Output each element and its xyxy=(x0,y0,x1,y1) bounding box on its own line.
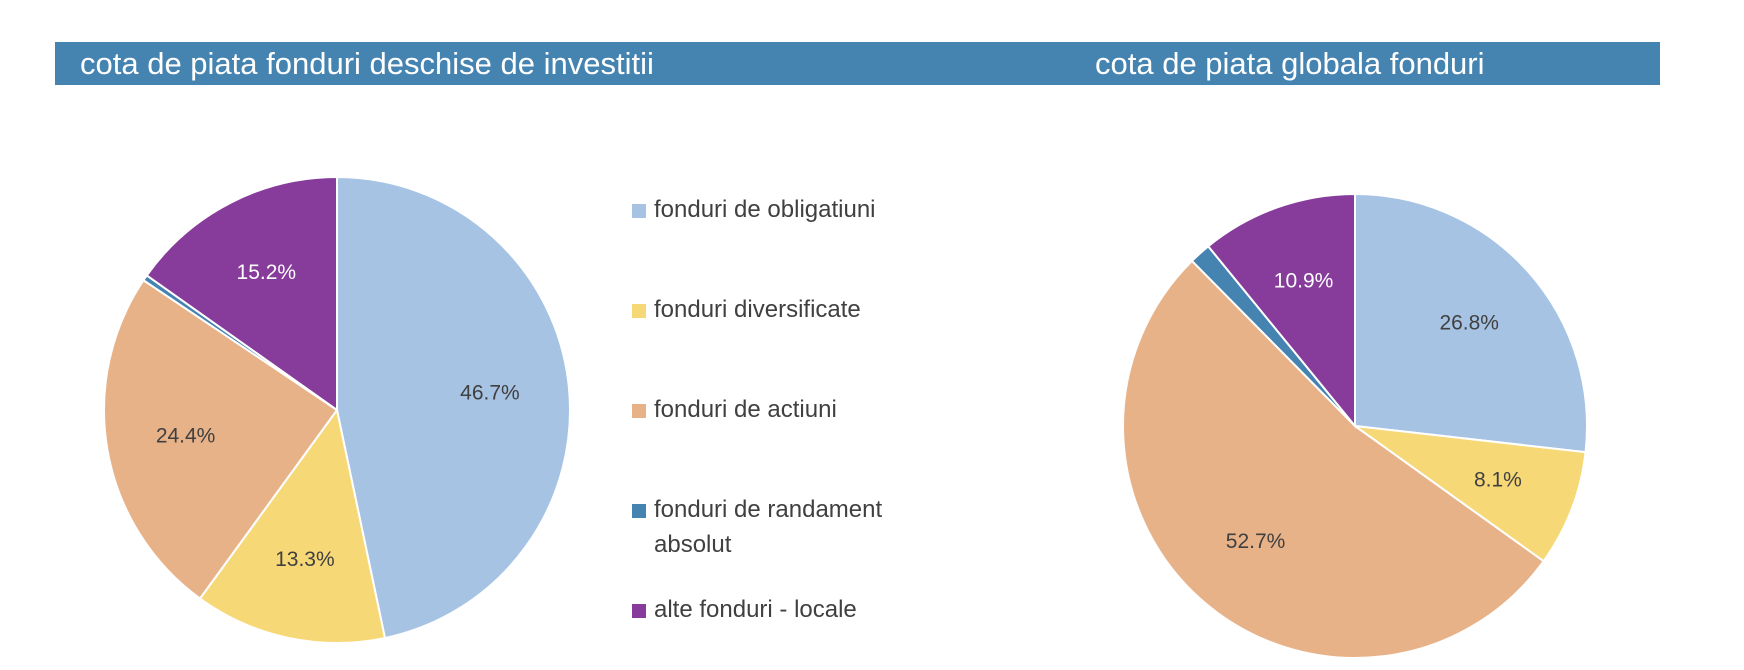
legend-swatch-randament-absolut xyxy=(632,504,646,518)
pie-left-label-diversificate: 13.3% xyxy=(275,548,335,571)
pie-right-slice-obligatiuni xyxy=(1354,192,1588,454)
pie-chart-left: 46.7% 13.3% 24.4% 15.2% xyxy=(103,175,571,644)
pie-right-slice-diversificate xyxy=(1351,424,1587,563)
header-bar xyxy=(55,42,1660,85)
pie-right-label-diversificate: 8.1% xyxy=(1474,469,1522,492)
chart-title-left: cota de piata fonduri deschise de invest… xyxy=(80,46,654,81)
pie-left-slice-actiuni xyxy=(103,278,339,600)
pie-left-label-obligatiuni: 46.7% xyxy=(460,382,520,405)
legend-swatch-diversificate xyxy=(632,304,646,318)
pie-right-slice-alte-fonduri xyxy=(1206,192,1356,429)
pie-left-label-actiuni: 24.4% xyxy=(156,424,216,447)
pie-left-slice-alte-fonduri xyxy=(145,175,338,412)
pie-left-slice-diversificate xyxy=(198,407,387,644)
legend-swatch-alte-fonduri xyxy=(632,604,646,618)
pie-right-label-alte-fonduri: 10.9% xyxy=(1274,269,1334,292)
pie-left-slice-obligatiuni xyxy=(336,175,571,640)
pie-right-slice-actiuni xyxy=(1122,259,1545,659)
legend-label-actiuni: fonduri de actiuni xyxy=(654,396,837,423)
legend-label-alte-fonduri: alte fonduri - locale xyxy=(654,596,857,623)
legend-label-obligatiuni: fonduri de obligatiuni xyxy=(654,196,876,223)
legend-label-diversificate: fonduri diversificate xyxy=(654,296,861,323)
pie-chart-right: 26.8% 8.1% 52.7% 10.9% xyxy=(1122,192,1588,659)
pie-left-label-alte-fonduri: 15.2% xyxy=(237,261,297,284)
legend-swatch-obligatiuni xyxy=(632,204,646,218)
chart-title-right: cota de piata globala fonduri xyxy=(1095,46,1485,81)
legend-label-randament-absolut: fonduri de randament absolut xyxy=(654,496,883,558)
pie-right-label-obligatiuni: 26.8% xyxy=(1439,312,1499,335)
legend-swatch-actiuni xyxy=(632,404,646,418)
pie-right-label-actiuni: 52.7% xyxy=(1226,530,1286,553)
